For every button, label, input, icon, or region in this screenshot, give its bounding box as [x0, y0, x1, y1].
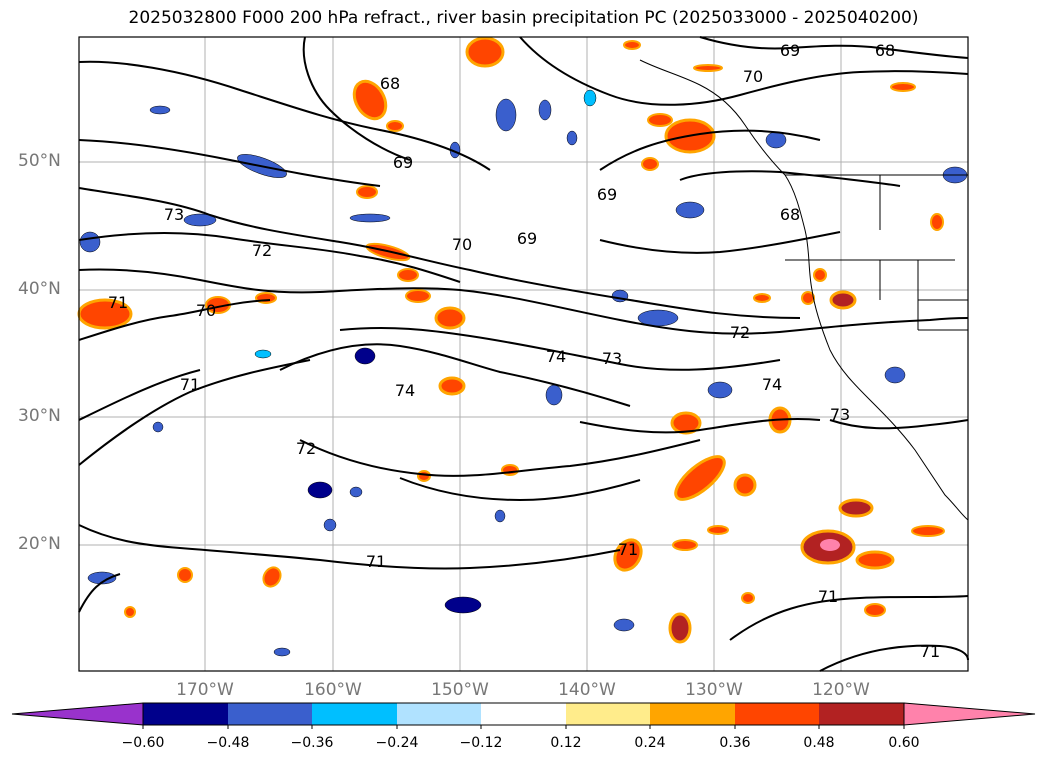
- longitude-label: 140°W: [558, 680, 616, 700]
- colorbar-tick-label: −0.60: [121, 735, 165, 751]
- latitude-label: 20°N: [18, 534, 61, 554]
- contour-label: 72: [730, 323, 750, 342]
- longitude-label: 130°W: [685, 680, 743, 700]
- contour-label-group: 68 68 68 69 69 69 69 70 70 70 71 71 71 7…: [108, 41, 940, 661]
- contour-label: 72: [296, 439, 316, 458]
- colorbar-segment: [735, 703, 819, 725]
- contour-label: 68: [875, 41, 895, 60]
- contour-label: 73: [164, 205, 184, 224]
- contour-label: 71: [180, 375, 200, 394]
- colorbar-extend-high: [903, 702, 1036, 726]
- contour-label: 70: [196, 301, 216, 320]
- longitude-label: 120°W: [812, 680, 870, 700]
- contour-label: 71: [818, 587, 838, 606]
- refractivity-contours: [78, 36, 969, 672]
- contour-label: 71: [618, 540, 638, 559]
- negative-precip-patches: [79, 89, 968, 657]
- colorbar-tick-label: 0.24: [634, 735, 666, 751]
- contour-label: 71: [920, 642, 940, 661]
- contour-label: 74: [395, 381, 415, 400]
- contour-label: 70: [743, 67, 763, 86]
- colorbar-extend-low: [11, 702, 144, 726]
- colorbar-tick-label: −0.48: [206, 735, 250, 751]
- longitude-label: 160°W: [304, 680, 362, 700]
- contour-label: 69: [597, 185, 617, 204]
- longitude-label: 170°W: [176, 680, 234, 700]
- colorbar-segment: [143, 703, 228, 725]
- contour-label: 73: [602, 349, 622, 368]
- colorbar-tick-label: 0.12: [550, 735, 582, 751]
- map-border: [78, 36, 969, 672]
- contour-label: 71: [108, 293, 128, 312]
- colorbar-segment: [312, 703, 397, 725]
- map-title: 2025032800 F000 200 hPa refract., river …: [128, 8, 919, 28]
- colorbar-tick-label: −0.24: [375, 735, 419, 751]
- contour-label: 68: [780, 205, 800, 224]
- contour-label: 72: [252, 241, 272, 260]
- contour-label: 73: [830, 405, 850, 424]
- map-background: [79, 37, 968, 671]
- latitude-label: 30°N: [18, 406, 61, 426]
- colorbar-segment: [481, 703, 566, 725]
- latitude-label: 50°N: [18, 151, 61, 171]
- colorbar: [11, 702, 1036, 729]
- colorbar-tick-label: −0.36: [290, 735, 334, 751]
- colorbar-tick-label: 0.60: [888, 735, 920, 751]
- contour-label: 74: [762, 375, 782, 394]
- contour-label: 74: [546, 347, 566, 366]
- contour-label: 68: [380, 74, 400, 93]
- colorbar-segment: [397, 703, 481, 725]
- contour-label: 70: [452, 235, 472, 254]
- contour-label: 71: [366, 552, 386, 571]
- colorbar-tick-label: 0.36: [719, 735, 751, 751]
- contour-label: 69: [393, 153, 413, 172]
- contour-label: 69: [780, 41, 800, 60]
- latitude-label: 40°N: [18, 279, 61, 299]
- colorbar-tick-label: 0.48: [803, 735, 835, 751]
- colorbar-tick-label: −0.12: [459, 735, 503, 751]
- colorbar-segment: [228, 703, 312, 725]
- coastline: [639, 59, 969, 521]
- colorbar-segment: [819, 703, 904, 725]
- contour-label: 69: [517, 229, 537, 248]
- longitude-label: 150°W: [431, 680, 489, 700]
- colorbar-segment: [650, 703, 735, 725]
- colorbar-segment: [566, 703, 650, 725]
